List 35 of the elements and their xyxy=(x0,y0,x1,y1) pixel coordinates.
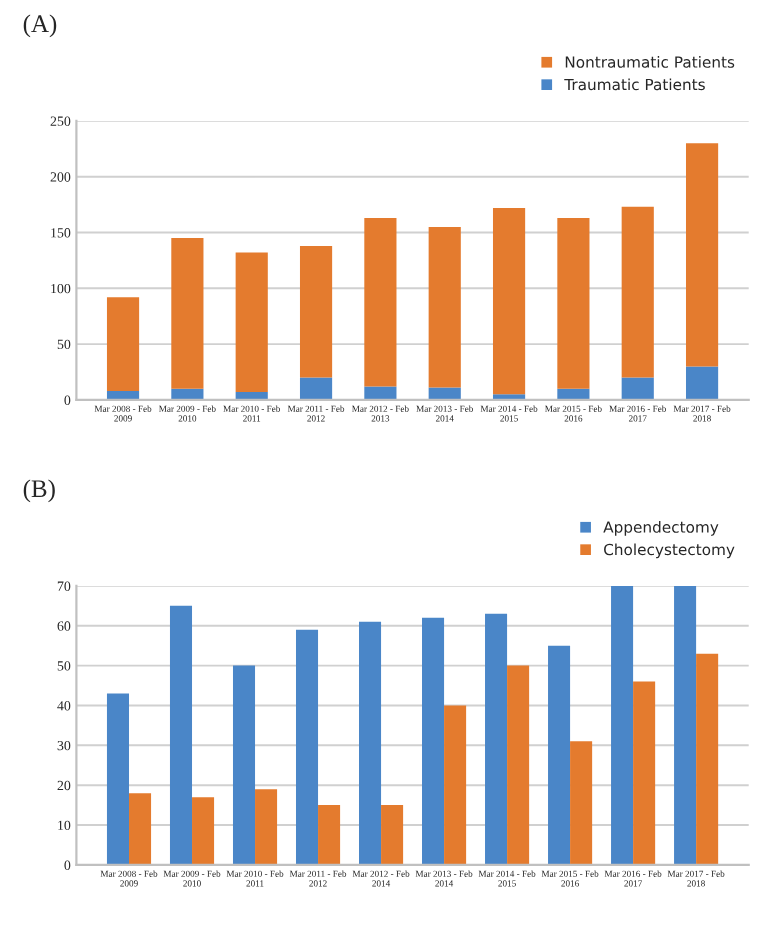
bar xyxy=(557,217,590,389)
bar xyxy=(444,705,467,865)
chart-title: (B) xyxy=(23,479,55,503)
bar xyxy=(611,585,634,865)
chart-title: (A) xyxy=(23,14,57,38)
bar xyxy=(621,377,654,400)
bar xyxy=(422,617,445,865)
bar xyxy=(633,681,656,865)
bar xyxy=(621,206,654,378)
bar xyxy=(299,245,333,378)
bar xyxy=(507,665,530,865)
bar xyxy=(674,585,697,865)
bar xyxy=(548,645,571,865)
bar xyxy=(255,789,278,865)
bar xyxy=(129,793,152,865)
bar xyxy=(685,143,719,367)
bar xyxy=(295,629,319,865)
bar xyxy=(192,797,215,865)
bar xyxy=(570,741,593,865)
bar xyxy=(492,207,526,395)
bar xyxy=(171,238,204,389)
bar xyxy=(685,366,719,400)
bar xyxy=(359,621,382,865)
bar xyxy=(485,613,508,865)
bar xyxy=(106,297,140,391)
bar xyxy=(318,805,341,865)
bar xyxy=(106,693,130,865)
bar xyxy=(428,226,461,388)
bar xyxy=(235,252,268,393)
bar xyxy=(169,605,193,865)
bar xyxy=(299,377,333,400)
bar xyxy=(381,805,404,865)
bar xyxy=(696,653,719,865)
bar xyxy=(232,665,256,865)
bar xyxy=(364,217,397,387)
